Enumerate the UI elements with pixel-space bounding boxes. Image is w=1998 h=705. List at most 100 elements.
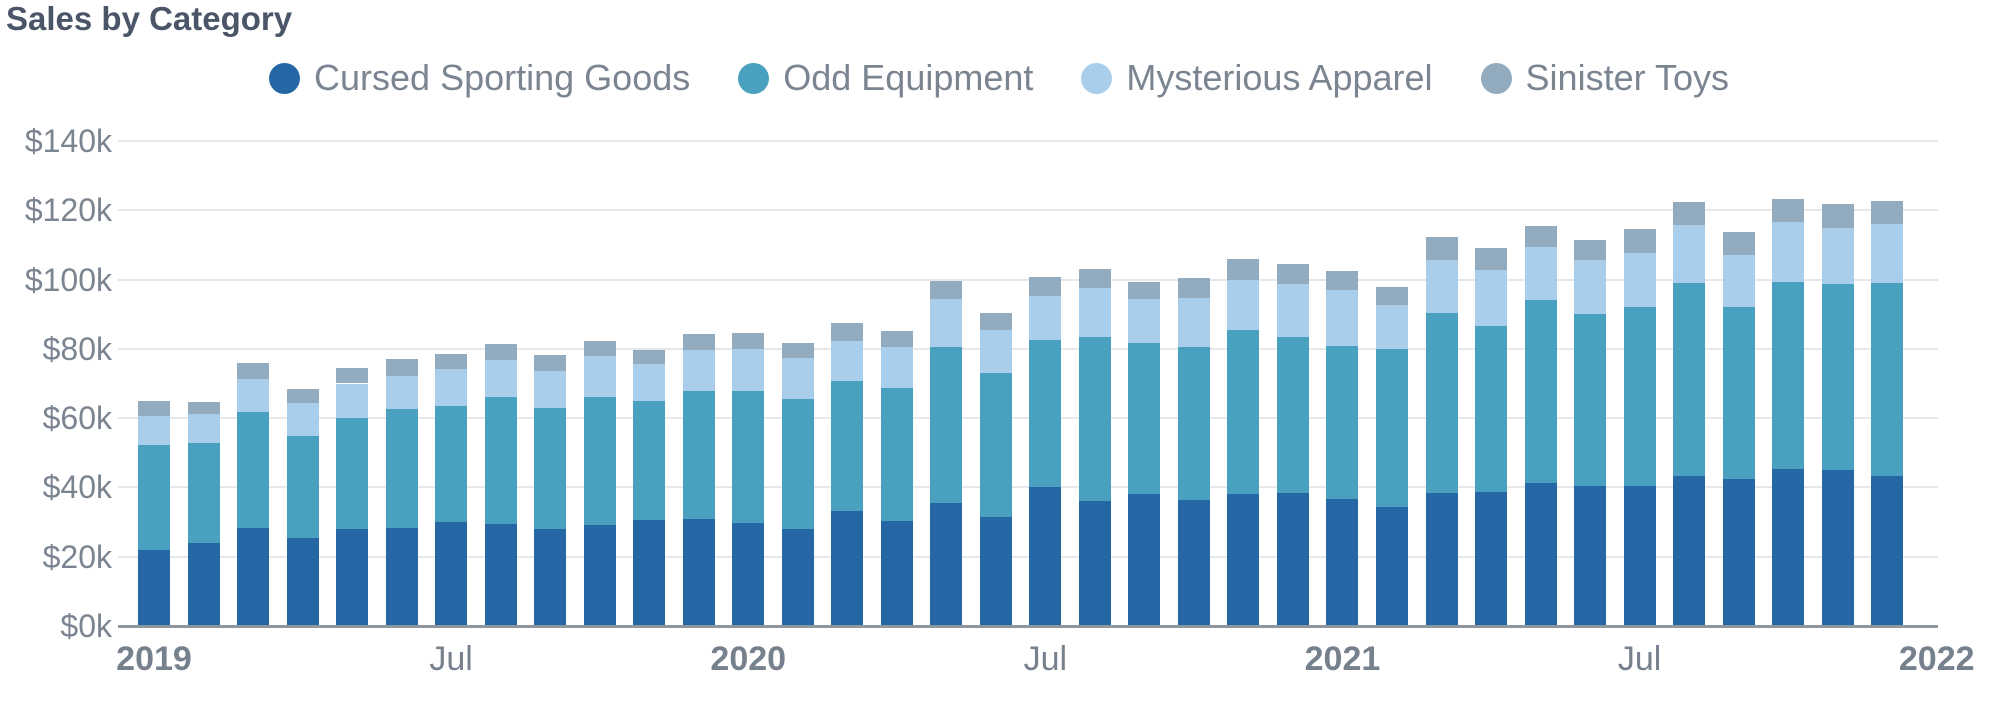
- bar-segment-jul-2019-odd-equipment[interactable]: [435, 406, 468, 522]
- bar-segment-dec-2021-sinister-toys[interactable]: [1871, 200, 1904, 225]
- bar-segment-may-2020-cursed-sporting-goods[interactable]: [930, 503, 963, 626]
- bar-segment-nov-2021-mysterious-apparel[interactable]: [1821, 228, 1854, 285]
- bar-segment-nov-2019-odd-equipment[interactable]: [633, 400, 666, 520]
- bar-segment-feb-2019-sinister-toys[interactable]: [187, 401, 220, 414]
- bar-segment-jun-2019-sinister-toys[interactable]: [385, 359, 418, 376]
- bar-segment-may-2019-mysterious-apparel[interactable]: [336, 383, 369, 418]
- bar-segment-jan-2021-odd-equipment[interactable]: [1326, 345, 1359, 500]
- bar-segment-sep-2021-cursed-sporting-goods[interactable]: [1722, 479, 1755, 626]
- bar-segment-aug-2019-cursed-sporting-goods[interactable]: [484, 524, 517, 626]
- bar-segment-jun-2021-odd-equipment[interactable]: [1574, 313, 1607, 487]
- bar-segment-jun-2020-mysterious-apparel[interactable]: [979, 330, 1012, 373]
- bar-segment-aug-2019-odd-equipment[interactable]: [484, 397, 517, 525]
- bar-segment-dec-2020-cursed-sporting-goods[interactable]: [1276, 493, 1309, 626]
- bar-segment-may-2019-cursed-sporting-goods[interactable]: [336, 528, 369, 626]
- bar-segment-jun-2020-cursed-sporting-goods[interactable]: [979, 517, 1012, 626]
- bar-segment-jan-2020-sinister-toys[interactable]: [732, 333, 765, 350]
- bar-segment-oct-2021-mysterious-apparel[interactable]: [1772, 222, 1805, 283]
- bar-segment-mar-2021-cursed-sporting-goods[interactable]: [1425, 492, 1458, 626]
- bar-segment-dec-2021-cursed-sporting-goods[interactable]: [1871, 475, 1904, 626]
- bar-segment-jan-2019-mysterious-apparel[interactable]: [138, 416, 170, 446]
- bar-segment-jan-2019-cursed-sporting-goods[interactable]: [138, 550, 170, 626]
- bar-segment-nov-2021-odd-equipment[interactable]: [1821, 284, 1854, 471]
- bar-segment-aug-2020-sinister-toys[interactable]: [1078, 269, 1111, 289]
- bar-segment-nov-2020-mysterious-apparel[interactable]: [1227, 279, 1260, 331]
- bar-segment-apr-2021-sinister-toys[interactable]: [1475, 248, 1508, 270]
- bar-segment-oct-2021-odd-equipment[interactable]: [1772, 282, 1805, 470]
- bar-segment-jul-2020-cursed-sporting-goods[interactable]: [1029, 486, 1062, 626]
- bar-segment-jan-2019-odd-equipment[interactable]: [138, 445, 170, 551]
- bar-segment-sep-2021-sinister-toys[interactable]: [1722, 232, 1755, 256]
- bar-segment-may-2020-odd-equipment[interactable]: [930, 347, 963, 504]
- legend-item-sinister-toys[interactable]: Sinister Toys: [1480, 57, 1729, 99]
- bar-segment-apr-2021-cursed-sporting-goods[interactable]: [1475, 491, 1508, 626]
- bar-segment-dec-2021-mysterious-apparel[interactable]: [1871, 224, 1904, 283]
- bar-segment-oct-2019-sinister-toys[interactable]: [583, 340, 616, 356]
- bar-segment-apr-2019-cursed-sporting-goods[interactable]: [286, 538, 319, 626]
- bar-segment-dec-2019-cursed-sporting-goods[interactable]: [682, 519, 715, 626]
- bar-segment-jul-2020-odd-equipment[interactable]: [1029, 340, 1062, 487]
- bar-segment-mar-2021-odd-equipment[interactable]: [1425, 312, 1458, 493]
- bar-segment-aug-2019-sinister-toys[interactable]: [484, 344, 517, 360]
- bar-segment-aug-2020-mysterious-apparel[interactable]: [1078, 288, 1111, 337]
- bar-segment-mar-2019-odd-equipment[interactable]: [237, 411, 270, 528]
- bar-segment-aug-2020-cursed-sporting-goods[interactable]: [1078, 500, 1111, 626]
- bar-segment-oct-2021-cursed-sporting-goods[interactable]: [1772, 469, 1805, 626]
- bar-segment-jun-2019-odd-equipment[interactable]: [385, 409, 418, 528]
- bar-segment-dec-2019-mysterious-apparel[interactable]: [682, 349, 715, 392]
- bar-segment-sep-2019-sinister-toys[interactable]: [534, 355, 567, 371]
- legend-item-odd-equipment[interactable]: Odd Equipment: [738, 57, 1033, 99]
- bar-segment-nov-2020-cursed-sporting-goods[interactable]: [1227, 494, 1260, 626]
- bar-segment-nov-2020-sinister-toys[interactable]: [1227, 259, 1260, 280]
- bar-segment-may-2019-odd-equipment[interactable]: [336, 417, 369, 529]
- bar-segment-jan-2019-sinister-toys[interactable]: [138, 400, 170, 417]
- bar-segment-nov-2021-cursed-sporting-goods[interactable]: [1821, 470, 1854, 626]
- bar-segment-may-2020-sinister-toys[interactable]: [930, 280, 963, 300]
- bar-segment-feb-2021-mysterious-apparel[interactable]: [1376, 305, 1408, 349]
- bar-segment-feb-2021-cursed-sporting-goods[interactable]: [1376, 506, 1408, 626]
- bar-segment-feb-2020-cursed-sporting-goods[interactable]: [781, 529, 814, 626]
- bar-segment-mar-2020-sinister-toys[interactable]: [831, 322, 864, 341]
- bar-segment-jun-2020-sinister-toys[interactable]: [979, 312, 1012, 331]
- bar-segment-oct-2020-sinister-toys[interactable]: [1177, 277, 1210, 298]
- bar-segment-oct-2019-mysterious-apparel[interactable]: [583, 355, 616, 397]
- bar-segment-apr-2021-mysterious-apparel[interactable]: [1475, 269, 1508, 326]
- bar-segment-mar-2020-mysterious-apparel[interactable]: [831, 340, 864, 382]
- bar-segment-apr-2019-sinister-toys[interactable]: [286, 389, 319, 404]
- bar-segment-apr-2020-mysterious-apparel[interactable]: [880, 346, 913, 388]
- bar-segment-jun-2021-mysterious-apparel[interactable]: [1574, 260, 1607, 314]
- bar-segment-sep-2021-mysterious-apparel[interactable]: [1722, 255, 1755, 307]
- bar-segment-mar-2021-sinister-toys[interactable]: [1425, 236, 1458, 261]
- bar-segment-jan-2021-sinister-toys[interactable]: [1326, 270, 1359, 290]
- bar-segment-oct-2020-mysterious-apparel[interactable]: [1177, 297, 1210, 348]
- bar-segment-dec-2020-mysterious-apparel[interactable]: [1276, 284, 1309, 337]
- bar-segment-jul-2021-mysterious-apparel[interactable]: [1623, 253, 1656, 308]
- bar-segment-oct-2020-odd-equipment[interactable]: [1177, 347, 1210, 500]
- bar-segment-jul-2020-mysterious-apparel[interactable]: [1029, 296, 1062, 341]
- bar-segment-nov-2020-odd-equipment[interactable]: [1227, 330, 1260, 494]
- bar-segment-sep-2019-mysterious-apparel[interactable]: [534, 370, 567, 409]
- bar-segment-jan-2020-odd-equipment[interactable]: [732, 390, 765, 524]
- bar-segment-jul-2019-mysterious-apparel[interactable]: [435, 369, 468, 406]
- bar-segment-nov-2019-sinister-toys[interactable]: [633, 349, 666, 365]
- bar-segment-jun-2021-sinister-toys[interactable]: [1574, 240, 1607, 261]
- bar-segment-nov-2019-mysterious-apparel[interactable]: [633, 364, 666, 401]
- bar-segment-may-2020-mysterious-apparel[interactable]: [930, 299, 963, 348]
- bar-segment-sep-2020-mysterious-apparel[interactable]: [1128, 299, 1161, 343]
- bar-segment-sep-2021-odd-equipment[interactable]: [1722, 306, 1755, 480]
- bar-segment-dec-2020-sinister-toys[interactable]: [1276, 263, 1309, 285]
- bar-segment-jan-2020-mysterious-apparel[interactable]: [732, 349, 765, 391]
- bar-segment-dec-2020-odd-equipment[interactable]: [1276, 336, 1309, 494]
- bar-segment-may-2019-sinister-toys[interactable]: [336, 368, 369, 384]
- bar-segment-jul-2019-cursed-sporting-goods[interactable]: [435, 521, 468, 626]
- bar-segment-aug-2021-sinister-toys[interactable]: [1673, 201, 1706, 226]
- bar-segment-jul-2019-sinister-toys[interactable]: [435, 354, 468, 370]
- bar-segment-feb-2021-sinister-toys[interactable]: [1376, 286, 1408, 306]
- bar-segment-feb-2020-odd-equipment[interactable]: [781, 399, 814, 529]
- bar-segment-oct-2021-sinister-toys[interactable]: [1772, 199, 1805, 223]
- bar-segment-may-2021-mysterious-apparel[interactable]: [1524, 246, 1557, 300]
- bar-segment-may-2021-sinister-toys[interactable]: [1524, 225, 1557, 247]
- bar-segment-feb-2020-mysterious-apparel[interactable]: [781, 357, 814, 400]
- bar-segment-jun-2020-odd-equipment[interactable]: [979, 372, 1012, 518]
- legend-item-cursed-sporting-goods[interactable]: Cursed Sporting Goods: [269, 57, 690, 99]
